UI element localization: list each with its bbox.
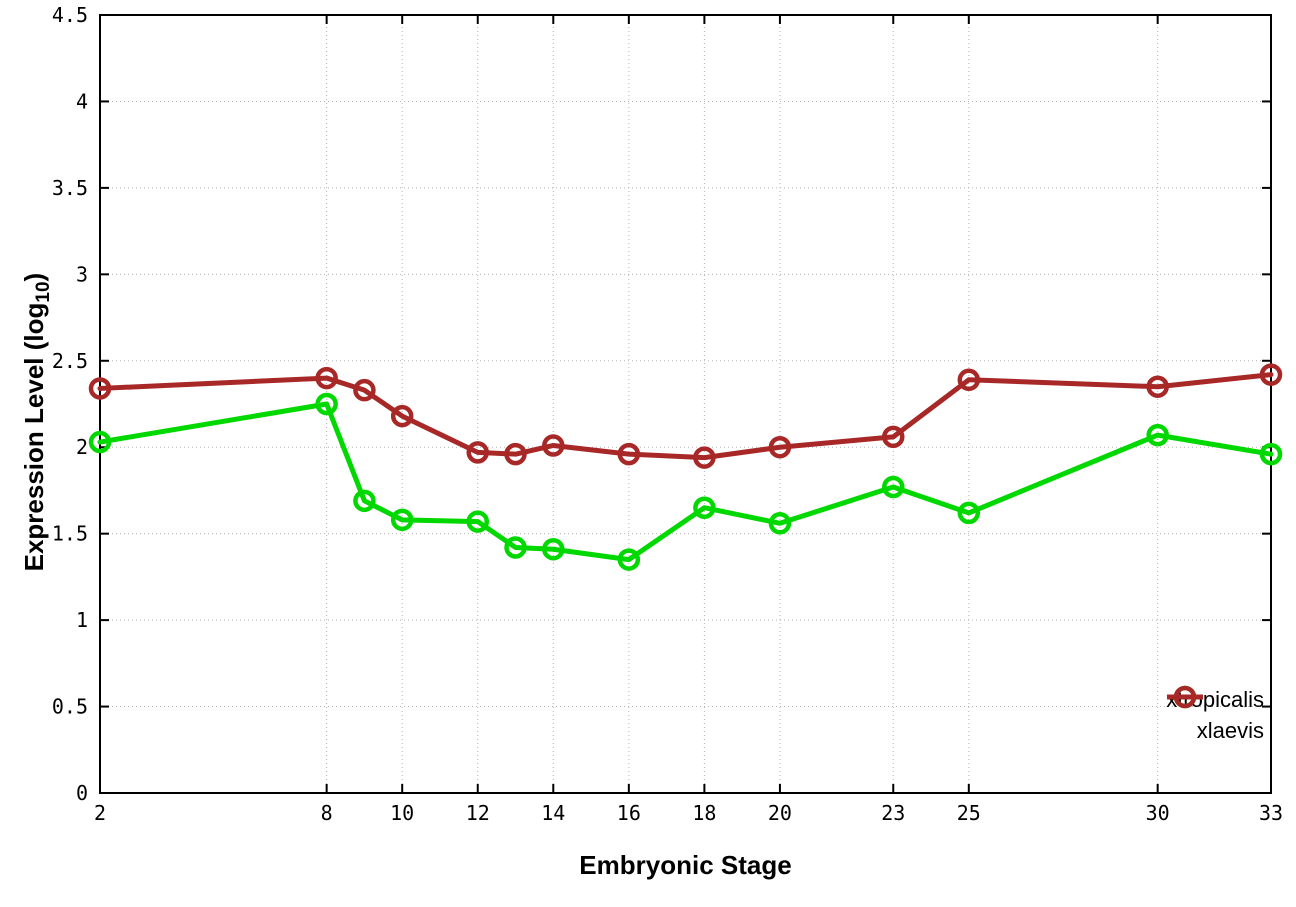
y-tick-label: 0.5: [52, 695, 88, 719]
data-point-xlaevis: [768, 435, 792, 459]
data-point-xlaevis: [504, 442, 527, 466]
series-line-xlaevis: [97, 372, 1274, 461]
y-axis-title: Expression Level (log10): [19, 212, 55, 632]
data-point-xtropicalis: [617, 548, 641, 571]
plot-border: [99, 14, 1272, 794]
y-axis-title-suffix: ): [18, 272, 49, 282]
y-tick-label: 4.5: [52, 3, 88, 27]
x-tick-label: 23: [881, 801, 905, 825]
data-point-xtropicalis: [1259, 442, 1283, 466]
data-point-xtropicalis: [1146, 423, 1169, 447]
data-point-xtropicalis: [882, 475, 905, 499]
data-point-xtropicalis: [390, 508, 414, 532]
data-point-xlaevis: [957, 368, 981, 392]
data-point-xlaevis: [882, 425, 905, 449]
data-point-xlaevis: [315, 366, 338, 390]
data-point-xlaevis: [1146, 375, 1169, 398]
data-point-xtropicalis: [315, 392, 338, 416]
data-point-xtropicalis: [353, 489, 376, 513]
y-tick-label: 1.5: [52, 522, 88, 546]
series-line-xtropicalis: [97, 401, 1274, 563]
x-tick-label: 8: [321, 801, 333, 825]
data-point-xlaevis: [88, 377, 112, 400]
data-point-xtropicalis: [693, 496, 716, 519]
x-tick-label: 12: [466, 801, 490, 825]
y-tick-label: 1: [76, 608, 88, 632]
data-point-xlaevis: [466, 441, 489, 464]
x-tick-label: 10: [390, 801, 414, 825]
y-tick-label: 4: [76, 89, 88, 113]
y-axis-title-text: Expression Level (log: [18, 302, 49, 572]
y-tick-label: 0: [76, 781, 88, 805]
x-tick-label: 16: [617, 801, 641, 825]
data-point-xlaevis: [353, 378, 376, 402]
data-point-xtropicalis: [768, 512, 792, 535]
data-point-xtropicalis: [957, 501, 981, 525]
data-point-xlaevis: [693, 446, 716, 469]
x-tick-label: 25: [957, 801, 981, 825]
x-tick-label: 20: [768, 801, 792, 825]
y-tick-label: 3.5: [52, 176, 88, 200]
y-tick-label: 2.5: [52, 349, 88, 373]
legend-row-xlaevis: xlaevis: [1166, 685, 1264, 746]
legend: xtropicalis xlaevis: [1166, 684, 1264, 746]
data-point-xlaevis: [617, 442, 641, 466]
x-axis-title: Embryonic Stage: [579, 850, 792, 880]
data-point-xtropicalis: [504, 536, 527, 559]
x-tick-label: 30: [1146, 801, 1170, 825]
x-tick-label: 33: [1259, 801, 1283, 825]
y-tick-label: 3: [76, 262, 88, 286]
legend-label-xlaevis: xlaevis: [1196, 718, 1264, 743]
data-point-xtropicalis: [466, 510, 489, 533]
y-axis-title-subscript: 10: [33, 281, 55, 303]
data-point-xtropicalis: [542, 537, 565, 561]
data-point-xlaevis: [1259, 363, 1283, 386]
legend-sample-xlaevis-icon: [1167, 685, 1204, 709]
data-point-xlaevis: [542, 434, 565, 457]
x-tick-label: 18: [692, 801, 716, 825]
x-tick-label: 2: [94, 801, 106, 825]
x-tick-label: 14: [541, 801, 565, 825]
data-point-xlaevis: [390, 404, 414, 428]
y-tick-label: 2: [76, 435, 88, 459]
data-point-xtropicalis: [88, 430, 112, 454]
